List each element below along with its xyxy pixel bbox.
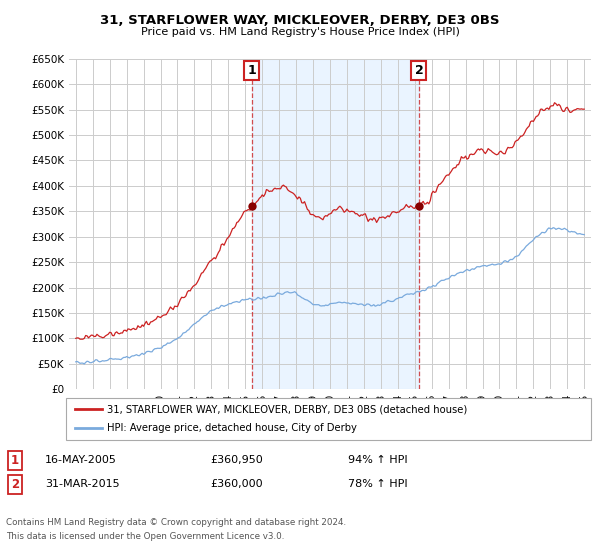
Text: Contains HM Land Registry data © Crown copyright and database right 2024.: Contains HM Land Registry data © Crown c… [6, 518, 346, 527]
Text: Price paid vs. HM Land Registry's House Price Index (HPI): Price paid vs. HM Land Registry's House … [140, 27, 460, 37]
Text: This data is licensed under the Open Government Licence v3.0.: This data is licensed under the Open Gov… [6, 532, 284, 541]
Text: 2: 2 [415, 64, 424, 77]
Text: 1: 1 [247, 64, 256, 77]
Text: 31, STARFLOWER WAY, MICKLEOVER, DERBY, DE3 0BS (detached house): 31, STARFLOWER WAY, MICKLEOVER, DERBY, D… [107, 404, 467, 414]
Text: 16-MAY-2005: 16-MAY-2005 [45, 455, 117, 465]
Text: £360,000: £360,000 [210, 479, 263, 489]
Text: 2: 2 [11, 478, 19, 491]
Text: 94% ↑ HPI: 94% ↑ HPI [348, 455, 407, 465]
Text: 1: 1 [11, 454, 19, 467]
Text: HPI: Average price, detached house, City of Derby: HPI: Average price, detached house, City… [107, 423, 356, 433]
Text: 31-MAR-2015: 31-MAR-2015 [45, 479, 119, 489]
Bar [251, 59, 419, 389]
Text: £360,950: £360,950 [210, 455, 263, 465]
Text: 78% ↑ HPI: 78% ↑ HPI [348, 479, 407, 489]
Text: 31, STARFLOWER WAY, MICKLEOVER, DERBY, DE3 0BS: 31, STARFLOWER WAY, MICKLEOVER, DERBY, D… [100, 14, 500, 27]
